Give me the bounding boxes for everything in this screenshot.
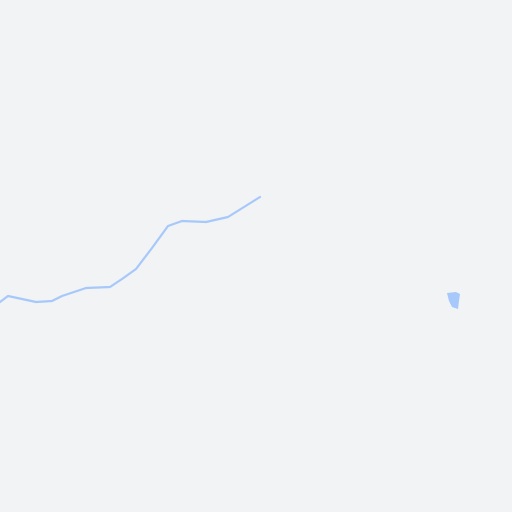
pond-shape xyxy=(447,292,460,309)
stream-line xyxy=(0,195,262,304)
